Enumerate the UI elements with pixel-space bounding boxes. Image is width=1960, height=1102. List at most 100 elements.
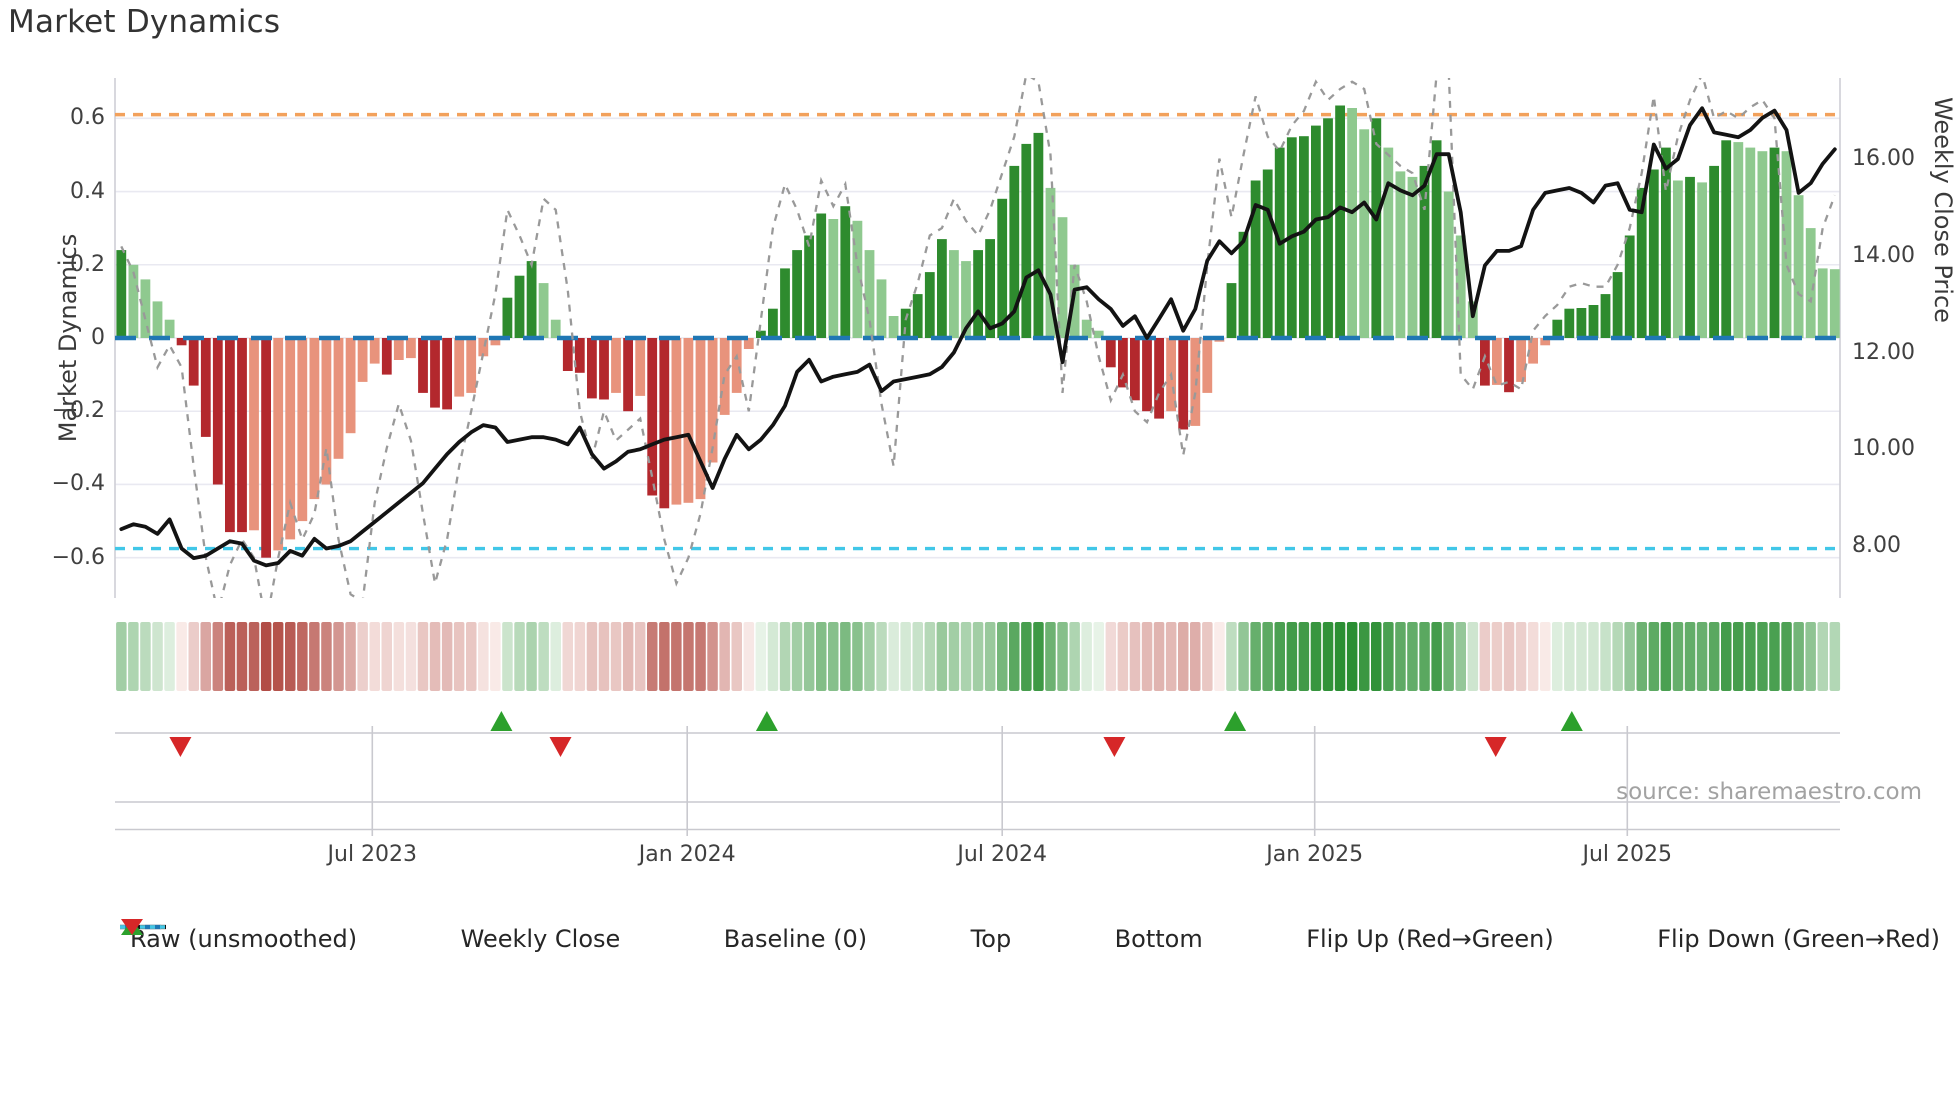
dynamics-bar	[973, 250, 983, 338]
heatmap-cell	[248, 622, 260, 691]
legend-item-0: Raw (unsmoothed)	[118, 925, 357, 953]
heatmap-cell	[1359, 622, 1370, 691]
heatmap-cell	[852, 622, 863, 691]
dynamics-bar	[249, 338, 259, 531]
dynamics-bar	[1805, 228, 1816, 338]
left-axis-tick: −0.6	[51, 544, 105, 570]
dynamics-bar	[683, 338, 694, 503]
dynamics-bar	[321, 338, 332, 485]
dynamics-bar	[1829, 269, 1840, 338]
dynamics-bar	[1757, 151, 1768, 338]
dynamics-bar	[1081, 319, 1092, 338]
heatmap-cell	[610, 622, 622, 691]
dynamics-bar	[1142, 338, 1152, 412]
dynamics-bar	[393, 338, 404, 360]
heatmap-cell	[393, 622, 405, 691]
dynamics-bar	[285, 338, 296, 540]
heatmap-cell	[1696, 622, 1708, 691]
dynamics-bar	[924, 272, 935, 338]
heatmap-cell	[828, 622, 839, 691]
heatmap-cell	[1491, 622, 1503, 691]
dynamics-bar	[1347, 108, 1357, 338]
heatmap-cell	[1612, 622, 1623, 691]
dynamics-bar	[659, 338, 670, 509]
dynamics-bar	[1781, 151, 1792, 338]
heatmap-cell	[1141, 622, 1153, 691]
dynamics-bar	[418, 338, 428, 393]
heatmap-cell	[285, 622, 296, 691]
heatmap-cell	[1781, 622, 1792, 691]
x-axis-date-tick: Jul 2025	[1582, 842, 1673, 867]
heatmap-cell	[924, 622, 936, 691]
heatmap-cell	[453, 622, 465, 691]
dynamics-bar	[1262, 169, 1273, 338]
heatmap-cell	[1033, 622, 1044, 691]
x-axis-date-tick: Jan 2025	[1266, 842, 1364, 867]
dynamics-bar	[1118, 338, 1128, 388]
dynamics-bar	[840, 206, 851, 338]
heatmap-cell	[1226, 622, 1237, 691]
dynamics-bar	[1600, 294, 1611, 338]
heatmap-cell	[803, 622, 815, 691]
heatmap-cell	[1431, 622, 1442, 691]
heatmap-cell	[695, 622, 706, 691]
dynamics-bar	[357, 338, 368, 382]
dynamics-bar	[116, 250, 127, 338]
dynamics-bar	[381, 338, 392, 375]
flip-up-marker	[1560, 711, 1583, 731]
dynamics-bar	[1588, 305, 1599, 338]
plot-canvas	[114, 78, 1841, 836]
dynamics-bar	[792, 250, 802, 338]
heatmap-cell	[526, 622, 537, 691]
heatmap-cell	[1262, 622, 1273, 691]
dynamics-bar	[1564, 308, 1575, 338]
heatmap-cell	[1045, 622, 1056, 691]
dynamics-bar	[1105, 338, 1116, 368]
heatmap-cell	[997, 622, 1008, 691]
dynamics-bar	[1335, 105, 1345, 338]
heatmap-cell	[514, 622, 525, 691]
legend-item-6: Flip Down (Green→Red)	[121, 919, 1940, 953]
heatmap-cell	[1238, 622, 1249, 691]
dynamics-bar	[1552, 319, 1563, 338]
heatmap-cell	[1455, 622, 1466, 691]
weekly-close-line	[119, 106, 1837, 568]
flip-down-marker	[549, 737, 572, 757]
heatmap-cell	[1624, 622, 1635, 691]
right-axis-tick: 12.00	[1852, 339, 1915, 365]
heatmap-cell	[1636, 622, 1647, 691]
dynamics-bar	[780, 268, 790, 338]
heatmap-cell	[1093, 622, 1104, 691]
dynamics-bar	[1202, 338, 1213, 393]
heatmap-cell	[659, 622, 670, 691]
dynamics-bar	[1226, 283, 1237, 338]
flip-down-marker	[1484, 737, 1507, 757]
flip-down-marker	[169, 737, 192, 757]
heatmap-cell	[840, 622, 851, 691]
heatmap-cell	[1757, 622, 1768, 691]
heatmap-cell	[707, 622, 718, 691]
dynamics-bar	[1045, 187, 1056, 338]
heatmap-cell	[429, 622, 441, 691]
dynamics-bar	[442, 338, 452, 410]
heatmap-cell	[1829, 622, 1841, 691]
dynamics-bar	[574, 338, 585, 373]
heatmap-cell	[1274, 622, 1285, 691]
legend-item-3: Top	[120, 925, 1011, 953]
dynamics-bar	[212, 338, 223, 485]
heatmap-cell	[888, 622, 899, 691]
heatmap-cell	[260, 622, 272, 691]
heatmap-cell	[176, 622, 187, 691]
dynamics-bar	[1154, 338, 1164, 419]
dynamics-bar	[1395, 171, 1406, 338]
dynamics-bar	[1250, 180, 1261, 338]
dynamics-bar	[1009, 165, 1020, 338]
dynamics-bar	[900, 308, 911, 338]
dynamics-bar	[768, 308, 778, 338]
heatmap-cell	[864, 622, 875, 691]
dynamics-bar	[1697, 182, 1707, 338]
heatmap-cell	[984, 622, 996, 691]
legend-label: Flip Up (Red→Green)	[1306, 925, 1554, 953]
legend-item-1: Weekly Close	[120, 924, 620, 953]
dynamics-bar	[1419, 165, 1430, 338]
